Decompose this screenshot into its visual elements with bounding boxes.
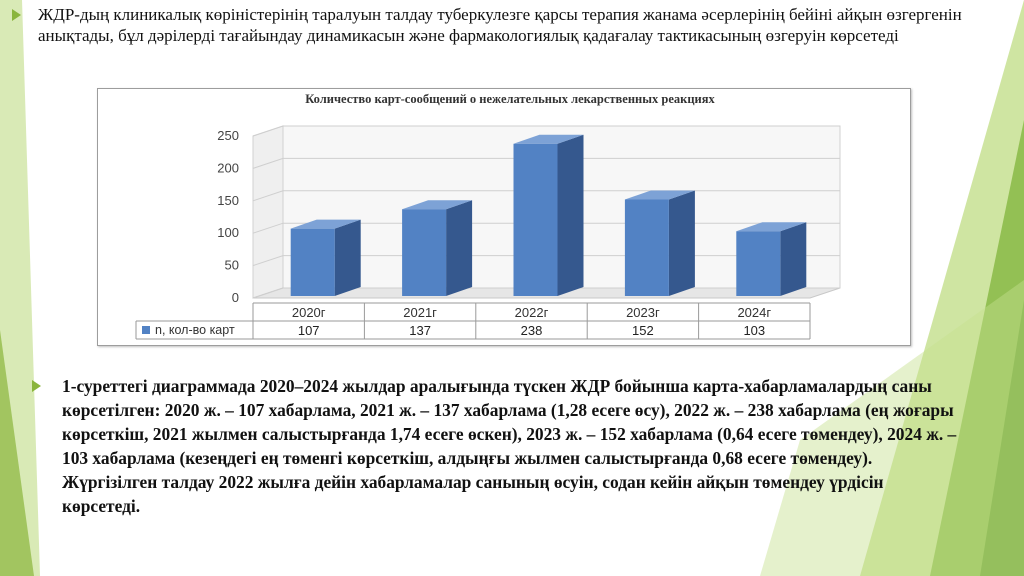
legend-swatch	[142, 326, 150, 334]
chart-title: Количество карт-сообщений о нежелательны…	[305, 92, 715, 106]
bar-front	[402, 209, 447, 296]
analysis-paragraph: 1-суреттегі диаграммада 2020–2024 жылдар…	[62, 376, 957, 516]
gridline	[252, 157, 840, 169]
x-tick-label: 2023г	[626, 305, 660, 320]
bar-side	[446, 200, 473, 296]
x-tick-label: 2020г	[292, 305, 326, 320]
bar-front	[736, 231, 781, 296]
y-axis-ticks: 0 50 100 150 200 250	[217, 128, 239, 305]
data-value-label: 137	[409, 323, 431, 338]
x-tick-label: 2022г	[515, 305, 549, 320]
x-tick-label: 2024г	[737, 305, 771, 320]
data-value-label: 107	[298, 323, 320, 338]
bar-front	[513, 143, 558, 296]
bar-front	[290, 228, 335, 296]
bar-front	[624, 199, 669, 296]
bar-top	[402, 200, 473, 210]
chart-container: Количество карт-сообщений о нежелательны…	[97, 88, 911, 346]
data-value-label: 152	[632, 323, 654, 338]
bar-side	[668, 190, 695, 296]
bar-top	[290, 219, 361, 229]
chart-side-wall	[252, 125, 284, 299]
data-value-label: 238	[521, 323, 543, 338]
bullet-icon	[32, 380, 41, 392]
bar-side	[334, 219, 361, 296]
bar	[624, 190, 695, 296]
bar-top	[624, 190, 695, 200]
y-tick-label: 50	[225, 258, 239, 273]
bullet-icon	[12, 9, 21, 21]
bar	[736, 222, 807, 296]
bar-side	[557, 134, 584, 296]
y-tick-label: 100	[217, 225, 239, 240]
x-tick-label: 2021г	[403, 305, 437, 320]
data-value-label: 103	[743, 323, 765, 338]
y-tick-label: 0	[232, 290, 239, 305]
bar-side	[780, 222, 807, 296]
bar-top	[736, 222, 807, 232]
intro-paragraph: ЖДР-дың клиникалық көріністерінің таралу…	[38, 5, 962, 45]
gridline	[252, 125, 840, 137]
data-table: 2020г 107 2021г 137 2022г 238 2023г 152 2024г 103…	[135, 302, 811, 340]
bar-chart: Количество карт-сообщений о нежелательны…	[135, 92, 841, 340]
y-tick-label: 200	[217, 160, 239, 175]
y-tick-label: 250	[217, 128, 239, 143]
y-tick-label: 150	[217, 193, 239, 208]
legend-label: n, кол-во карт	[155, 323, 235, 337]
bar	[290, 219, 361, 296]
bar	[402, 200, 473, 296]
chart-bars	[290, 134, 807, 296]
bar	[513, 134, 584, 296]
bar-top	[513, 134, 584, 144]
